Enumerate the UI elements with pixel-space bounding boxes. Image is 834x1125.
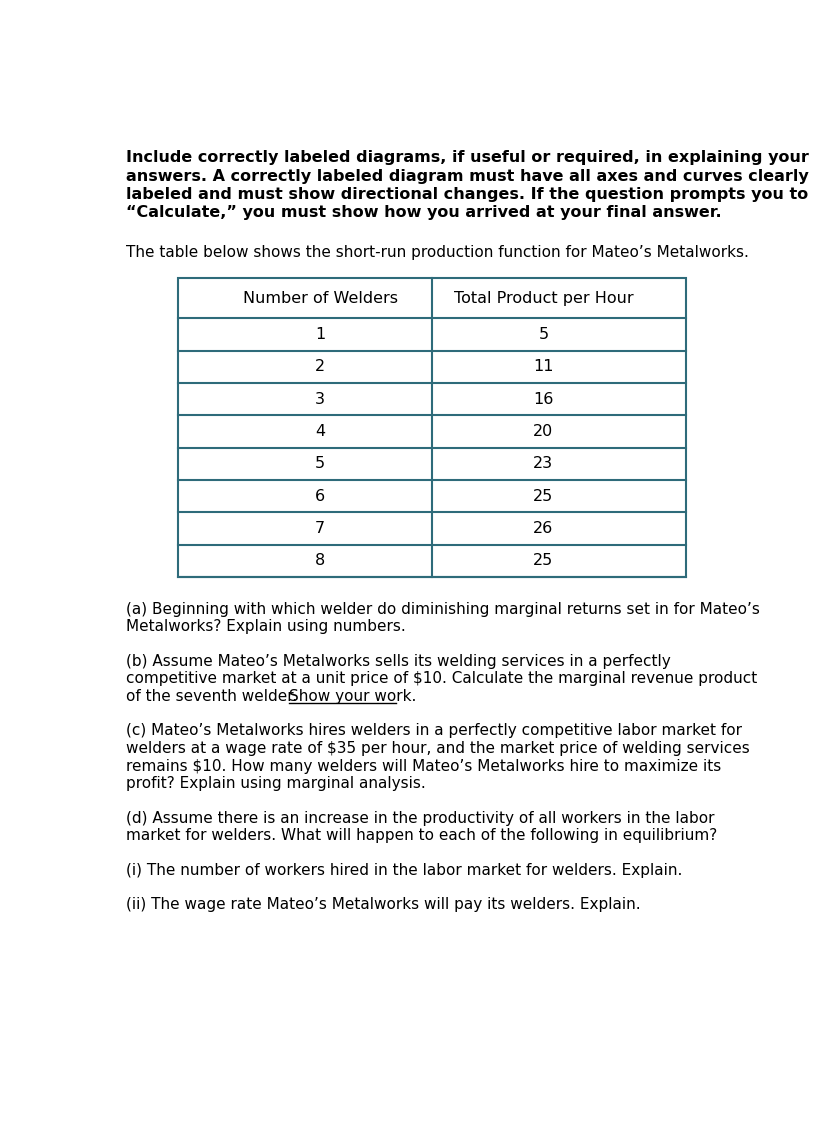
Text: Metalworks? Explain using numbers.: Metalworks? Explain using numbers. (126, 620, 405, 634)
Text: (a) Beginning with which welder do diminishing marginal returns set in for Mateo: (a) Beginning with which welder do dimin… (126, 602, 760, 616)
Text: 25: 25 (533, 488, 554, 504)
Text: profit? Explain using marginal analysis.: profit? Explain using marginal analysis. (126, 776, 425, 791)
Text: 5: 5 (315, 457, 325, 471)
Text: (ii) The wage rate Mateo’s Metalworks will pay its welders. Explain.: (ii) The wage rate Mateo’s Metalworks wi… (126, 897, 641, 912)
Text: welders at a wage rate of $35 per hour, and the market price of welding services: welders at a wage rate of $35 per hour, … (126, 741, 750, 756)
Text: competitive market at a unit price of $10. Calculate the marginal revenue produc: competitive market at a unit price of $1… (126, 672, 757, 686)
Text: of the seventh welder.: of the seventh welder. (126, 688, 302, 704)
Text: (b) Assume Mateo’s Metalworks sells its welding services in a perfectly: (b) Assume Mateo’s Metalworks sells its … (126, 654, 671, 669)
Text: 3: 3 (315, 392, 325, 407)
Text: 2: 2 (315, 359, 325, 375)
Text: labeled and must show directional changes. If the question prompts you to: labeled and must show directional change… (126, 187, 808, 202)
Text: 25: 25 (533, 554, 554, 568)
Text: (d) Assume there is an increase in the productivity of all workers in the labor: (d) Assume there is an increase in the p… (126, 811, 715, 826)
Text: (c) Mateo’s Metalworks hires welders in a perfectly competitive labor market for: (c) Mateo’s Metalworks hires welders in … (126, 723, 742, 738)
Text: answers. A correctly labeled diagram must have all axes and curves clearly: answers. A correctly labeled diagram mus… (126, 169, 809, 183)
Text: Include correctly labeled diagrams, if useful or required, in explaining your: Include correctly labeled diagrams, if u… (126, 151, 809, 165)
Text: 20: 20 (533, 424, 554, 439)
Text: 8: 8 (315, 554, 325, 568)
Text: The table below shows the short-run production function for Mateo’s Metalworks.: The table below shows the short-run prod… (126, 245, 749, 260)
Text: 16: 16 (533, 392, 554, 407)
Text: 4: 4 (315, 424, 325, 439)
Text: “Calculate,” you must show how you arrived at your final answer.: “Calculate,” you must show how you arriv… (126, 206, 721, 220)
Text: 7: 7 (315, 521, 325, 537)
Text: Total Product per Hour: Total Product per Hour (454, 290, 633, 306)
Text: 6: 6 (315, 488, 325, 504)
Text: market for welders. What will happen to each of the following in equilibrium?: market for welders. What will happen to … (126, 828, 717, 843)
Text: 11: 11 (533, 359, 554, 375)
Text: (i) The number of workers hired in the labor market for welders. Explain.: (i) The number of workers hired in the l… (126, 863, 682, 878)
Text: 5: 5 (538, 327, 549, 342)
Text: Show your work.: Show your work. (289, 688, 417, 704)
Text: Number of Welders: Number of Welders (243, 290, 398, 306)
Text: 26: 26 (533, 521, 554, 537)
Text: remains $10. How many welders will Mateo’s Metalworks hire to maximize its: remains $10. How many welders will Mateo… (126, 758, 721, 774)
Text: 1: 1 (315, 327, 325, 342)
Text: 23: 23 (533, 457, 554, 471)
